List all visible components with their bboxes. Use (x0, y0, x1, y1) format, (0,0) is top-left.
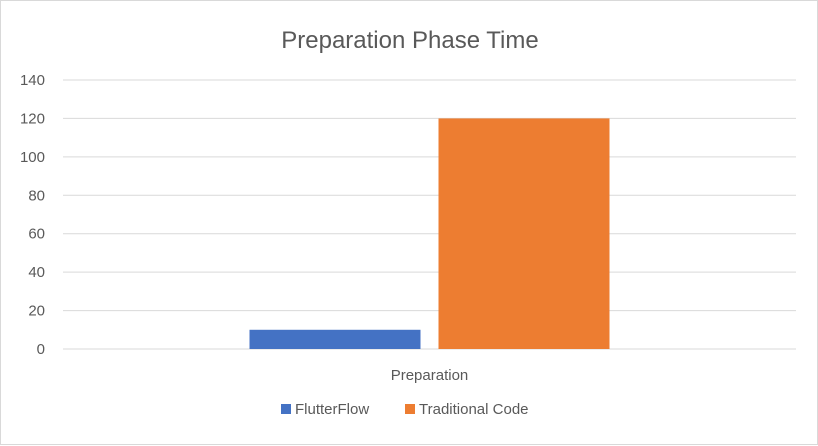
legend-label: Traditional Code (419, 401, 529, 418)
bars (249, 118, 610, 349)
y-tick-label: 20 (28, 303, 45, 320)
legend: FlutterFlow Traditional Code (281, 401, 529, 418)
legend-label: FlutterFlow (295, 401, 369, 418)
y-tick-label: 0 (37, 341, 45, 358)
y-tick-label: 60 (28, 226, 45, 243)
bar-traditional-code (438, 118, 610, 349)
x-axis-category-labels: Preparation (391, 367, 469, 384)
legend-swatch (281, 404, 291, 414)
y-tick-label: 120 (20, 110, 45, 127)
y-tick-label: 140 (20, 72, 45, 89)
chart-title: Preparation Phase Time (281, 27, 538, 54)
y-tick-label: 80 (28, 187, 45, 204)
legend-swatch (405, 404, 415, 414)
gridlines (63, 79, 796, 350)
y-tick-label: 40 (28, 264, 45, 281)
bar-flutterflow (249, 329, 421, 349)
x-category-label: Preparation (391, 367, 469, 384)
y-tick-label: 100 (20, 149, 45, 166)
y-axis-tick-labels: 0 20 40 60 80 100 120 140 (20, 72, 45, 358)
